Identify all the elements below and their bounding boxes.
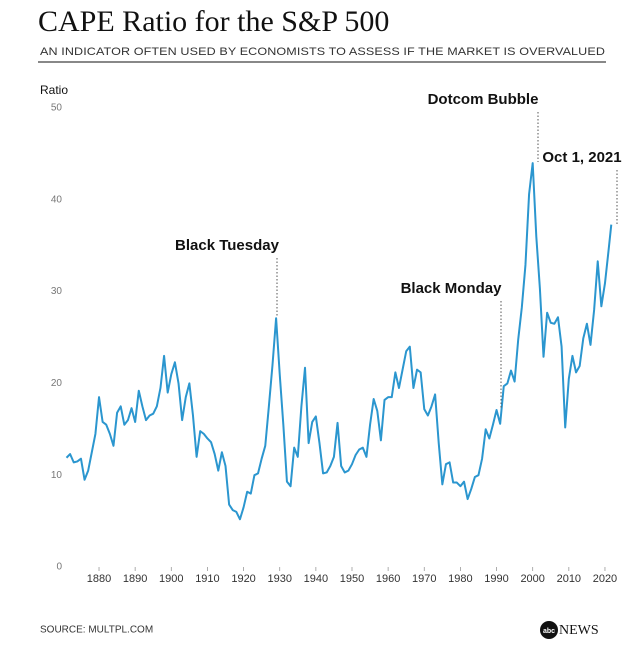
x-tick-label: 2000 [520, 573, 544, 585]
logo-badge [540, 621, 558, 639]
x-tick-label: 1960 [376, 573, 400, 585]
x-tick-label: 1920 [231, 573, 255, 585]
y-tick-label: 30 [51, 286, 63, 297]
x-tick-label: 1900 [159, 573, 183, 585]
x-tick-label: 1980 [448, 573, 472, 585]
logo-text: NEWS [559, 623, 599, 638]
x-tick-label: 2020 [593, 573, 617, 585]
x-tick-label: 2010 [557, 573, 581, 585]
x-tick-label: 1910 [195, 573, 219, 585]
chart-subtitle: AN INDICATOR OFTEN USED BY ECONOMISTS TO… [40, 46, 605, 58]
y-tick-label: 20 [51, 378, 63, 389]
x-tick-label: 1880 [87, 573, 111, 585]
annotation: Oct 1, 2021 [542, 149, 621, 166]
x-tick-label: 1940 [304, 573, 328, 585]
data-line [65, 162, 613, 521]
y-tick-label: 40 [51, 194, 63, 205]
logo-badge-text: abc [543, 628, 555, 635]
x-tick-label: 1950 [340, 573, 364, 585]
y-tick-label: 50 [51, 103, 63, 114]
source: SOURCE: MULTPL.COM [40, 625, 153, 636]
y-tick-label: 0 [56, 562, 62, 573]
annotation: Black Tuesday [175, 237, 280, 254]
x-tick-label: 1930 [267, 573, 291, 585]
chart-title: CAPE Ratio for the S&P 500 [38, 5, 389, 38]
x-tick-label: 1990 [484, 573, 508, 585]
x-tick-label: 1970 [412, 573, 436, 585]
annotation: Dotcom Bubble [428, 91, 539, 108]
annotation: Black Monday [401, 280, 503, 297]
y-tick-label: 10 [51, 470, 63, 481]
x-tick-label: 1890 [123, 573, 147, 585]
y-axis-label: Ratio [40, 83, 68, 97]
